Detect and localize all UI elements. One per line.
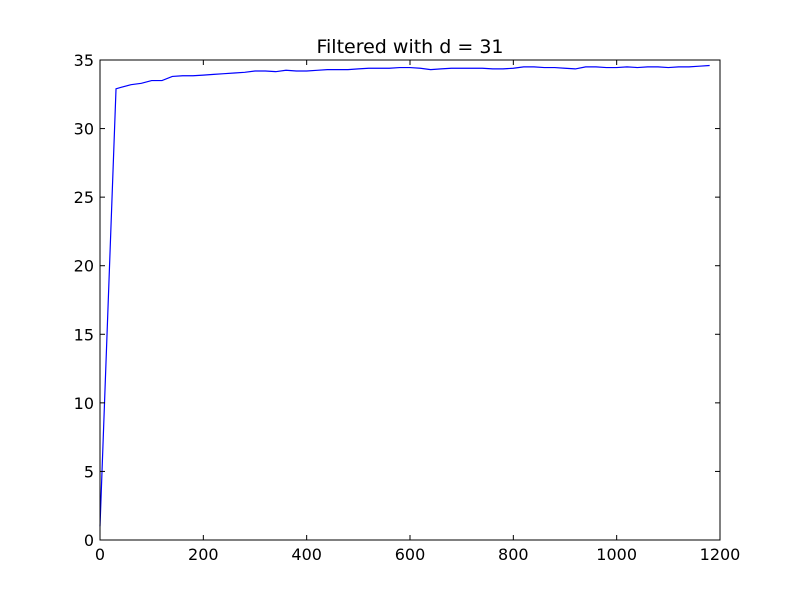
plot-area <box>99 64 710 527</box>
x-tick-label: 1000 <box>596 545 637 564</box>
y-tick-label: 35 <box>74 51 94 70</box>
series-line-0 <box>99 64 710 527</box>
x-tick-label: 600 <box>395 545 426 564</box>
y-tick-label: 0 <box>84 531 94 550</box>
y-tick-label: 30 <box>74 120 94 139</box>
y-tick-label: 10 <box>74 394 94 413</box>
tick-labels: 0 200 400 600 800 1000 1200 0 5 10 15 20 25 30 35 <box>74 51 741 564</box>
chart-title: Filtered with d = 31 <box>316 36 503 58</box>
x-tick-label: 0 <box>95 545 105 564</box>
x-tick-label: 800 <box>498 545 529 564</box>
x-tick-label: 400 <box>291 545 322 564</box>
x-tick-label: 1200 <box>700 545 741 564</box>
x-tick-label: 200 <box>188 545 219 564</box>
axes-frame <box>99 59 721 541</box>
y-tick-label: 5 <box>84 462 94 481</box>
y-tick-label: 20 <box>74 257 94 276</box>
y-tick-label: 25 <box>74 188 94 207</box>
y-tick-label: 15 <box>74 325 94 344</box>
